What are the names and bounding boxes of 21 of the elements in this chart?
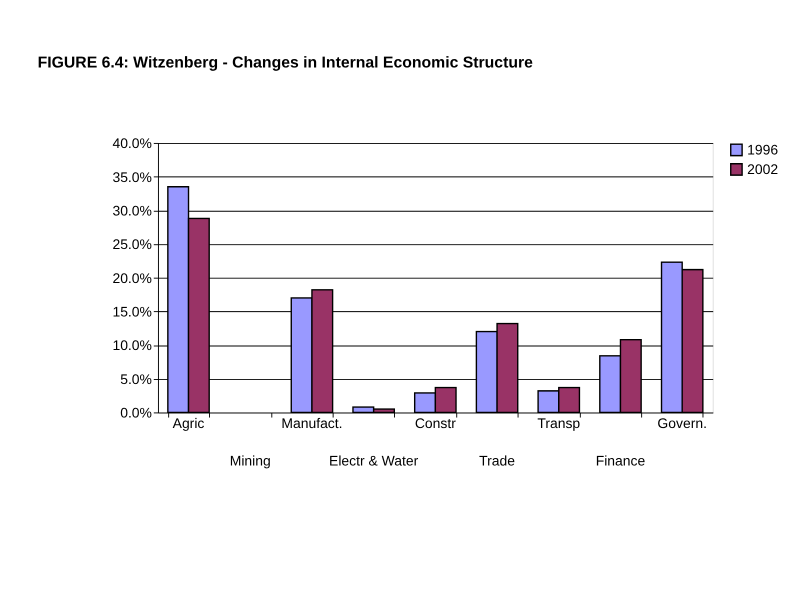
x-tick-label: Transp bbox=[537, 415, 580, 432]
legend-label: 1996 bbox=[747, 142, 778, 158]
y-tick-label: 30.0% bbox=[112, 202, 152, 218]
x-tick-label: Constr bbox=[414, 415, 456, 432]
x-tick-label: Trade bbox=[479, 452, 516, 468]
y-tick-label: 40.0% bbox=[112, 135, 152, 152]
y-tick-label: 5.0% bbox=[120, 370, 152, 387]
y-tick-label: 15.0% bbox=[112, 303, 152, 320]
x-tick-label: Manufact. bbox=[281, 415, 343, 432]
y-tick-label: 25.0% bbox=[112, 236, 152, 252]
legend-label: 2002 bbox=[747, 161, 778, 178]
x-tick-label: Mining bbox=[230, 452, 271, 468]
y-tick-label: 35.0% bbox=[112, 168, 152, 185]
x-tick-label: Finance bbox=[596, 452, 646, 468]
chart-title: FIGURE 6.4: Witzenberg - Changes in Internal Economic Structure bbox=[38, 54, 534, 72]
y-tick-label: 20.0% bbox=[112, 270, 152, 286]
x-tick-label: Govern. bbox=[657, 415, 707, 432]
y-tick-label: 10.0% bbox=[112, 337, 152, 354]
x-tick-label: Electr & Water bbox=[329, 452, 419, 468]
y-tick-label: 0.0% bbox=[120, 404, 152, 421]
x-tick-label: Agric bbox=[172, 415, 204, 432]
